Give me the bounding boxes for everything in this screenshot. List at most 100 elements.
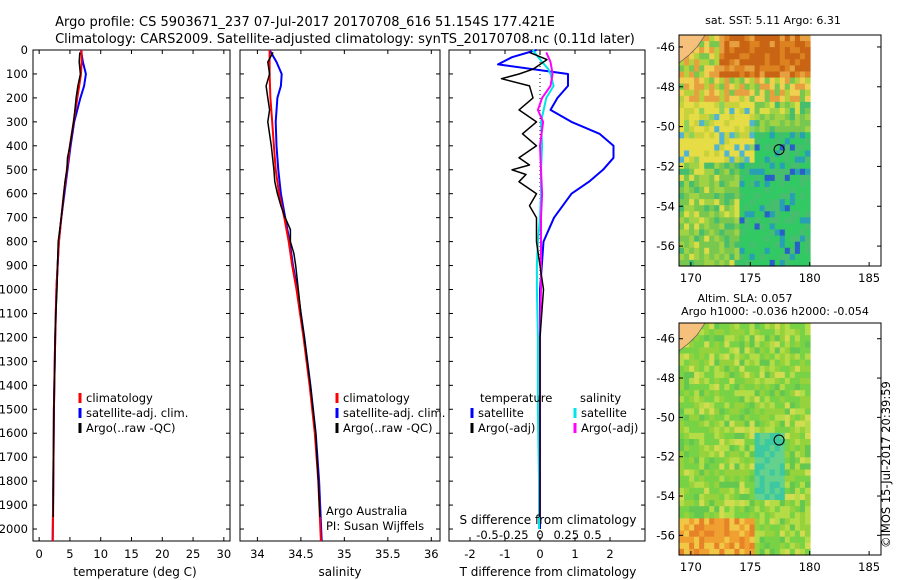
map-cell [679, 186, 685, 194]
map-cell [744, 408, 751, 416]
legend-salinity-title: salinity [580, 391, 621, 405]
map-cell [784, 481, 791, 489]
map-cell [689, 150, 695, 158]
map-cell [804, 493, 811, 501]
map-cell [679, 506, 685, 513]
map-cell [794, 253, 801, 261]
map-cell [789, 347, 796, 355]
map-cell [799, 469, 806, 477]
map-cell [759, 475, 766, 483]
map-cell [704, 500, 710, 507]
depth-tick-label: 1300 [0, 354, 28, 368]
map-cell [804, 205, 811, 212]
map-cell [794, 487, 801, 495]
map-cell [794, 211, 801, 218]
map-cell [759, 199, 766, 206]
map-cell [759, 223, 766, 231]
map-cell [709, 524, 715, 532]
map-cell [784, 542, 791, 550]
map-cell [794, 247, 801, 255]
map-cell [804, 451, 811, 458]
map-cell [739, 138, 746, 146]
map-cell [704, 359, 710, 367]
map-cell [699, 384, 705, 391]
map-cell [794, 439, 801, 446]
map-cell [794, 199, 801, 206]
map-cell [774, 402, 781, 410]
map-cell [744, 193, 751, 200]
map-cell [794, 475, 801, 483]
map-cell [724, 138, 730, 146]
map-cell [734, 365, 741, 373]
map-cell [704, 107, 710, 115]
map-cell [734, 518, 741, 526]
map-cell [789, 469, 796, 477]
map-cell [689, 390, 695, 397]
map-cell [749, 469, 756, 477]
map-cell [799, 132, 806, 139]
map-cell [724, 432, 730, 440]
map-cell [704, 426, 710, 434]
map-cell [724, 420, 730, 428]
map-cell [804, 101, 811, 109]
map-cell [734, 259, 741, 267]
map-cell [764, 241, 771, 249]
map-cell [794, 530, 801, 538]
map-cell [689, 439, 695, 446]
map-cell [799, 341, 806, 349]
map-cell [714, 247, 720, 255]
map-cell [749, 205, 756, 212]
map-cell [754, 253, 761, 261]
map-cell [764, 150, 771, 158]
map-cell [784, 493, 791, 501]
map-cell [759, 247, 766, 255]
map-cell [784, 335, 791, 342]
map-cell [679, 229, 685, 237]
map-cell [714, 493, 720, 501]
map-cell [799, 235, 806, 243]
map-cell [694, 359, 700, 367]
map-cell [749, 229, 756, 237]
map-cell [729, 359, 736, 367]
map-cell [724, 47, 730, 54]
m1-frame [678, 34, 882, 267]
map-cell [794, 371, 801, 379]
map-cell [729, 168, 736, 176]
map-cell [779, 126, 786, 133]
map-cell [689, 420, 695, 428]
map-cell [729, 353, 736, 361]
map-cell [714, 469, 720, 477]
map-cell [754, 180, 761, 188]
map-cell [739, 41, 746, 48]
map-cell [774, 542, 781, 550]
map-cell [699, 341, 705, 349]
legend-label: Argo(-adj) [478, 421, 535, 435]
map-cell [719, 168, 725, 176]
map-cell [679, 59, 685, 66]
map-cell [684, 235, 690, 243]
map-cell [779, 347, 786, 355]
temperature-panel: 0100200300400500600700800900100011001200… [0, 43, 231, 561]
map-cell [719, 107, 725, 115]
map-cell [744, 414, 751, 422]
map-cell [679, 384, 685, 391]
map-cell [779, 426, 786, 434]
map-cell [704, 89, 710, 97]
map-cell [719, 162, 725, 170]
map-cell [704, 156, 710, 164]
map-cell [684, 59, 690, 66]
map-cell [759, 47, 766, 54]
map-cell [794, 95, 801, 103]
map-cell [714, 524, 720, 532]
map-cell [754, 396, 761, 403]
map-cell [774, 205, 781, 212]
map-cell [699, 162, 705, 170]
map-cell [804, 71, 811, 79]
map-cell [799, 445, 806, 452]
map-cell [724, 199, 730, 206]
map-cell [764, 101, 771, 109]
map-cell [789, 359, 796, 367]
map-cell [684, 402, 690, 410]
map-cell [774, 481, 781, 489]
